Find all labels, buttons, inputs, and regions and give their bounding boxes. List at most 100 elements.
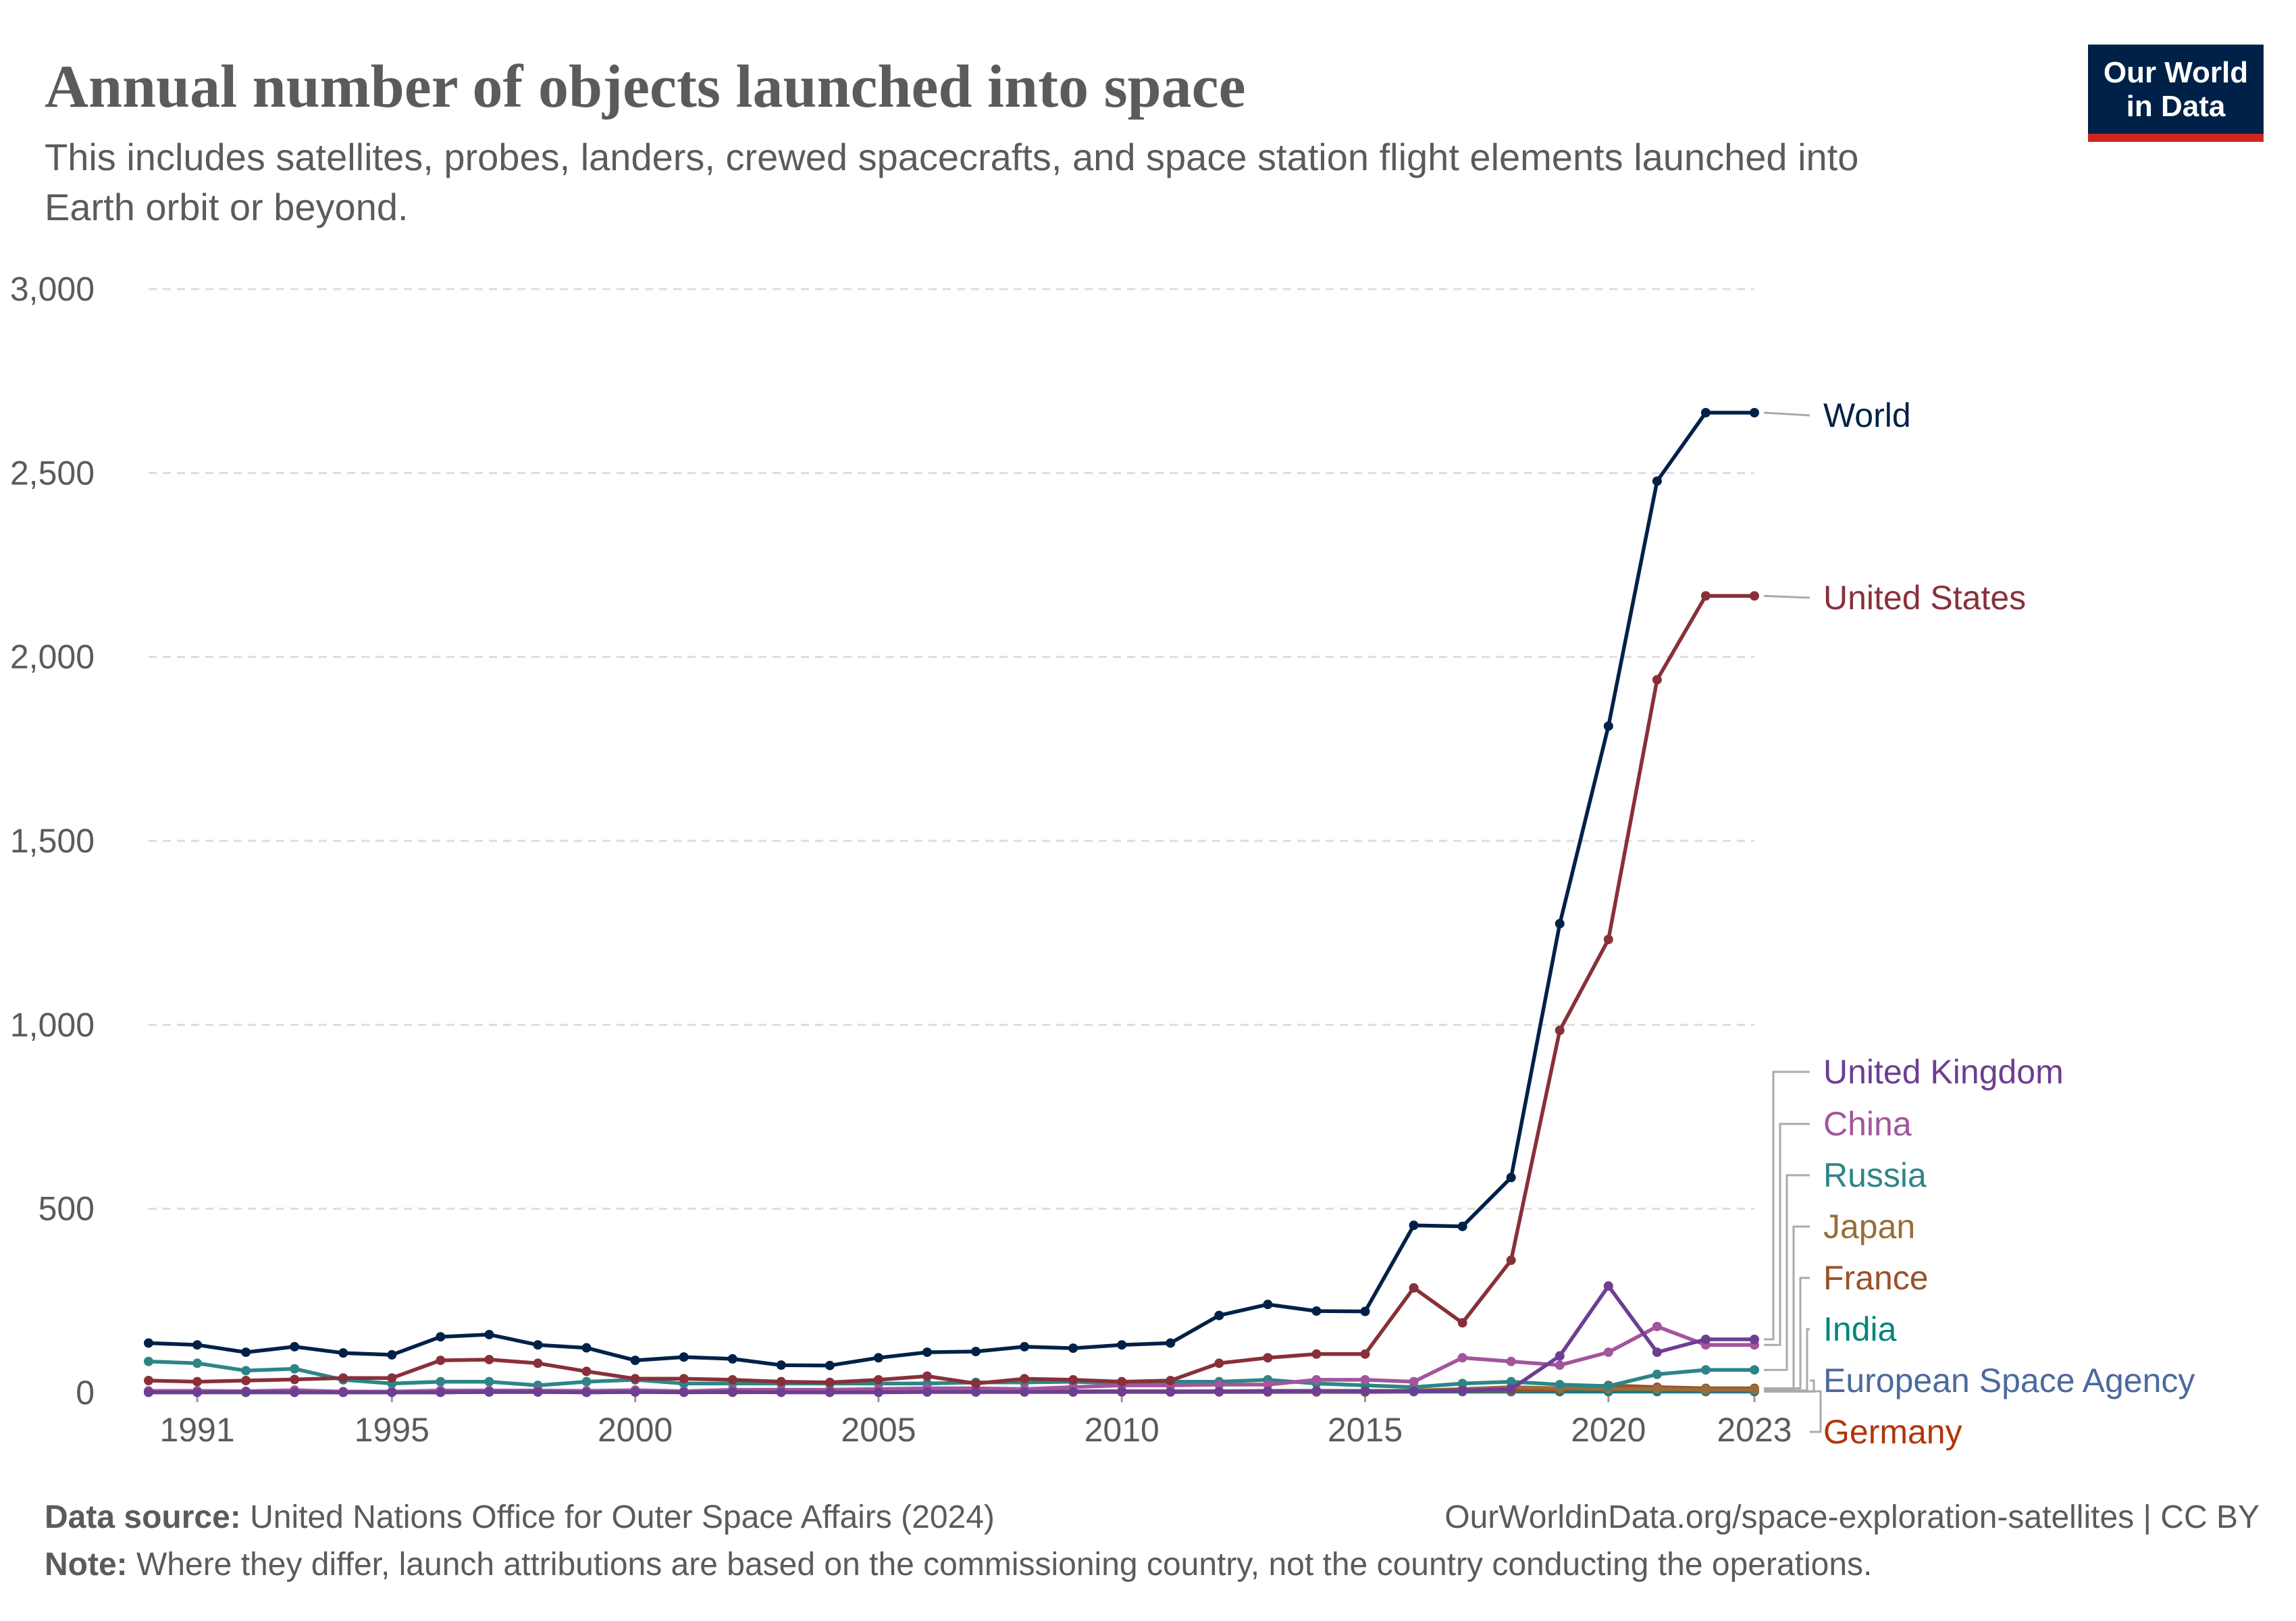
series-labels: World United States United Kingdom China Rus… [1763, 396, 2195, 1451]
label-leader-line [1763, 594, 1810, 599]
data-point [241, 1376, 251, 1386]
data-point [776, 1387, 786, 1397]
data-point [1360, 1386, 1370, 1396]
data-point [192, 1387, 203, 1397]
data-point [290, 1341, 300, 1352]
data-point [1700, 1385, 1711, 1395]
series-label-united-states: United States [1823, 579, 2026, 617]
data-point [1700, 408, 1711, 418]
label-leader-line [1763, 411, 1810, 417]
data-point [1214, 1310, 1224, 1320]
data-point [1409, 1220, 1419, 1231]
label-leader-line [1764, 1071, 1810, 1341]
data-point [1020, 1374, 1030, 1384]
data-point [1457, 1379, 1467, 1389]
data-point [1360, 1306, 1370, 1316]
data-point [144, 1387, 153, 1397]
data-point [1555, 919, 1565, 929]
series-label-european-space-agency: European Space Agency [1823, 1362, 2195, 1399]
data-point [1117, 1376, 1127, 1387]
data-point [1700, 591, 1711, 601]
label-leader-line [1764, 1390, 1822, 1433]
data-point [1555, 1380, 1565, 1390]
data-point [630, 1374, 640, 1384]
data-point [1020, 1387, 1030, 1397]
label-leader-line [1764, 1174, 1810, 1371]
data-point [436, 1387, 446, 1397]
label-leader-line [1764, 1123, 1810, 1346]
x-tick-label: 2000 [598, 1411, 673, 1449]
data-point [290, 1374, 300, 1385]
series-line [149, 1284, 1754, 1395]
data-point [873, 1353, 883, 1363]
data-point [338, 1373, 348, 1383]
data-point [436, 1376, 446, 1387]
data-point [1750, 1385, 1759, 1395]
data-point [581, 1343, 592, 1353]
x-tick-label: 2023 [1717, 1411, 1792, 1449]
data-point [922, 1387, 932, 1397]
data-point [1750, 408, 1759, 418]
data-point [241, 1366, 251, 1376]
series-line [148, 1359, 1754, 1389]
data-point [1311, 1349, 1322, 1359]
data-point [1700, 1365, 1711, 1375]
y-tick-label: 1,000 [10, 1006, 95, 1044]
data-point [776, 1360, 786, 1370]
data-point [1409, 1283, 1419, 1293]
x-axis: 1991 1995 2000 2005 2010 2015 2020 2023 [159, 1393, 1792, 1449]
series-line [148, 594, 1754, 1386]
data-point [533, 1358, 543, 1368]
data-point [1166, 1338, 1176, 1348]
logo-background [2088, 45, 2264, 134]
data-point [825, 1387, 835, 1397]
data-point [922, 1371, 932, 1381]
data-point [1603, 1381, 1613, 1391]
data-point [1311, 1374, 1322, 1385]
data-point [1555, 1025, 1565, 1035]
data-point [241, 1387, 251, 1397]
data-point [1263, 1353, 1273, 1363]
data-point [1506, 1356, 1516, 1366]
logo-line1: Our World [2104, 56, 2248, 89]
data-point [971, 1387, 981, 1397]
data-point [436, 1332, 446, 1342]
data-point [144, 1356, 153, 1366]
data-point [581, 1376, 592, 1387]
y-tick-label: 500 [38, 1190, 95, 1228]
data-point [1457, 1221, 1467, 1231]
data-point [1068, 1343, 1078, 1354]
source-label: Data source: [45, 1499, 241, 1535]
series-label-india: India [1823, 1310, 1897, 1348]
data-point [727, 1387, 737, 1397]
data-point [484, 1329, 494, 1339]
data-point [679, 1374, 689, 1384]
footer-url[interactable]: OurWorldinData.org/space-exploration-sat… [1444, 1499, 2260, 1535]
data-point [1700, 1335, 1711, 1345]
data-point [1555, 1360, 1565, 1370]
data-point [1603, 1347, 1613, 1358]
note-text: Where they differ, launch attributions a… [136, 1547, 1872, 1583]
source-text: United Nations Office for Outer Space Af… [250, 1499, 995, 1535]
data-point [922, 1347, 932, 1358]
data-point [776, 1376, 786, 1387]
data-point [1214, 1358, 1224, 1368]
data-point [1506, 1173, 1516, 1183]
y-tick-label: 2,000 [10, 638, 95, 676]
data-point [1263, 1380, 1273, 1390]
data-point [192, 1340, 203, 1350]
footer-note: Note: Where they differ, launch attribut… [45, 1547, 1872, 1583]
x-tick-label: 2020 [1571, 1411, 1646, 1449]
data-point [727, 1354, 737, 1364]
data-point [290, 1387, 300, 1397]
data-point [1652, 1384, 1662, 1394]
chart-title: Annual number of objects launched into s… [45, 53, 1246, 120]
data-point [1409, 1386, 1419, 1396]
data-point [192, 1358, 203, 1368]
data-point [1068, 1374, 1078, 1385]
owid-logo[interactable]: Our World in Data [2088, 45, 2264, 142]
data-point [1311, 1306, 1322, 1316]
data-point [1263, 1300, 1273, 1310]
data-point [1750, 591, 1759, 601]
data-point [1555, 1351, 1565, 1361]
